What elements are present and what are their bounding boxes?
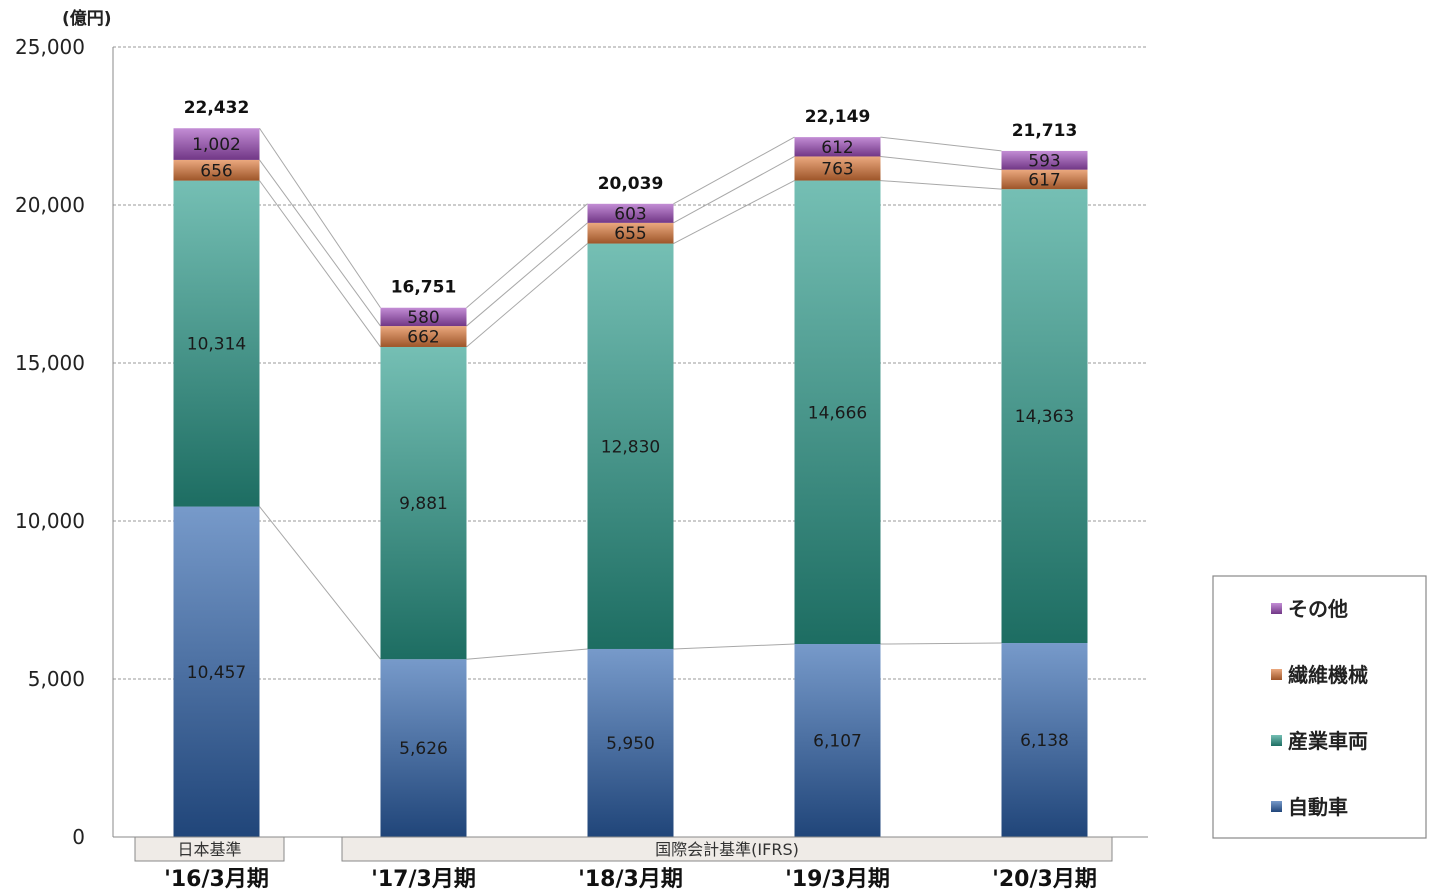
accounting-standard-box bbox=[341, 836, 1113, 862]
x-category-label: '17/3月期 bbox=[371, 867, 476, 892]
connector-line bbox=[673, 156, 795, 224]
connector-line bbox=[673, 180, 795, 244]
accounting-standard-box bbox=[134, 836, 285, 862]
bar-segment bbox=[173, 159, 260, 181]
connector-line bbox=[259, 180, 381, 348]
connector-line bbox=[880, 155, 1002, 171]
bar-segment bbox=[173, 180, 260, 507]
legend-swatch bbox=[1271, 669, 1282, 680]
connector-line bbox=[673, 643, 795, 650]
connector-line bbox=[880, 642, 1002, 645]
connector-line bbox=[466, 243, 588, 348]
x-category-label: '16/3月期 bbox=[164, 867, 269, 892]
connector-line bbox=[673, 136, 795, 205]
segment-value-label: 5,950 bbox=[606, 734, 655, 754]
bar-segment bbox=[794, 180, 881, 645]
segment-value-label: 763 bbox=[821, 160, 853, 180]
bar-segment bbox=[587, 222, 674, 244]
connector-line bbox=[466, 648, 588, 660]
bar-segment bbox=[1001, 169, 1088, 190]
segment-value-label: 14,363 bbox=[1015, 407, 1074, 427]
total-value-label: 21,713 bbox=[1012, 121, 1078, 141]
bar-segment bbox=[1001, 150, 1088, 170]
bar-segment bbox=[587, 648, 674, 837]
bar-segment bbox=[380, 326, 467, 347]
y-tick-label: 5,000 bbox=[28, 667, 85, 691]
segment-value-label: 656 bbox=[200, 161, 232, 181]
legend-box bbox=[1212, 575, 1427, 839]
bar-segment bbox=[173, 506, 260, 837]
bar-segment bbox=[380, 346, 467, 660]
connector-line bbox=[466, 203, 588, 309]
connector-line bbox=[466, 222, 588, 327]
legend-label: 繊維機械 bbox=[1287, 663, 1368, 687]
legend-swatch bbox=[1271, 801, 1282, 812]
bar-segment bbox=[587, 243, 674, 649]
bar-segment bbox=[380, 659, 467, 837]
segment-value-label: 10,457 bbox=[187, 663, 246, 683]
y-tick-label: 20,000 bbox=[15, 193, 85, 217]
x-category-label: '20/3月期 bbox=[992, 867, 1097, 892]
bar-segment bbox=[1001, 643, 1088, 837]
y-tick-label: 15,000 bbox=[15, 351, 85, 375]
connector-lines bbox=[259, 127, 1002, 660]
accounting-standard-label: 国際会計基準(IFRS) bbox=[655, 840, 799, 859]
connector-line bbox=[880, 180, 1002, 190]
bar-segment bbox=[794, 137, 881, 157]
y-tick-label: 25,000 bbox=[15, 35, 85, 59]
y-tick-label: 0 bbox=[72, 825, 85, 849]
unit-label: (億円) bbox=[62, 8, 112, 29]
segment-value-label: 14,666 bbox=[808, 403, 867, 423]
accounting-standard-label: 日本基準 bbox=[177, 840, 241, 859]
bar-segment bbox=[587, 203, 674, 223]
bar-segment bbox=[173, 128, 260, 160]
segment-value-label: 1,002 bbox=[192, 135, 241, 155]
segment-value-label: 655 bbox=[614, 224, 646, 244]
bar-segment bbox=[794, 644, 881, 837]
connector-line bbox=[880, 136, 1002, 152]
bar-segment bbox=[1001, 189, 1088, 644]
segment-value-label: 662 bbox=[407, 328, 439, 348]
x-category-label: '19/3月期 bbox=[785, 867, 890, 892]
segment-value-label: 612 bbox=[821, 138, 853, 158]
total-value-label: 22,432 bbox=[184, 98, 250, 118]
segment-value-label: 12,830 bbox=[601, 437, 660, 457]
segment-value-label: 617 bbox=[1028, 170, 1060, 190]
x-category-label: '18/3月期 bbox=[578, 867, 683, 892]
data-labels: 10,45710,3146561,00222,4325,6269,8816625… bbox=[184, 98, 1078, 759]
legend-swatch bbox=[1271, 603, 1282, 614]
x-axis: 日本基準 国際会計基準(IFRS) '16/3月期 '17/3月期 '18/3月期 '19… bbox=[134, 836, 1113, 892]
segment-value-label: 580 bbox=[407, 308, 439, 328]
total-value-label: 22,149 bbox=[805, 107, 871, 127]
legend-swatch bbox=[1271, 735, 1282, 746]
legend-label: 自動車 bbox=[1288, 795, 1348, 819]
legend-label: 産業車両 bbox=[1288, 729, 1368, 753]
axes: 0 5,000 10,000 15,000 20,000 25,000 bbox=[15, 35, 1148, 849]
total-value-label: 20,039 bbox=[598, 174, 664, 194]
segment-value-label: 5,626 bbox=[399, 739, 448, 759]
bars bbox=[173, 128, 1088, 837]
connector-line bbox=[259, 159, 381, 327]
total-value-label: 16,751 bbox=[391, 278, 457, 298]
bar-segment bbox=[794, 156, 881, 181]
segment-value-label: 6,138 bbox=[1020, 731, 1069, 751]
segment-value-label: 603 bbox=[614, 204, 646, 224]
legend-label: その他 bbox=[1288, 597, 1348, 621]
bar-segment bbox=[380, 307, 467, 327]
segment-value-label: 6,107 bbox=[813, 732, 862, 752]
segment-value-label: 10,314 bbox=[187, 335, 246, 355]
connector-line bbox=[259, 127, 381, 309]
segment-value-label: 9,881 bbox=[399, 494, 448, 514]
y-tick-label: 10,000 bbox=[15, 509, 85, 533]
segment-value-label: 593 bbox=[1028, 151, 1060, 171]
connector-line bbox=[259, 506, 381, 660]
